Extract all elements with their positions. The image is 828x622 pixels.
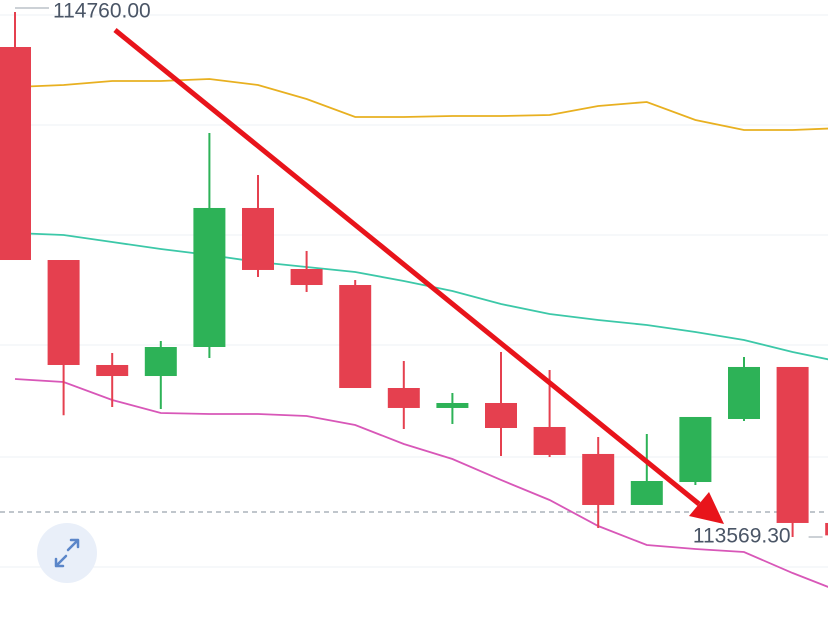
annotation-label: 113569.30: [693, 525, 791, 548]
candle-body: [339, 285, 372, 389]
candle-body: [776, 366, 809, 523]
candle-body: [290, 269, 323, 286]
plot-area: [0, 11, 828, 588]
arrow-head: [689, 492, 724, 524]
band-line: [14, 378, 828, 588]
candle-body: [582, 453, 615, 505]
expand-icon[interactable]: [54, 538, 80, 568]
trend-arrow: [113, 28, 724, 524]
background-grid: [0, 14, 828, 568]
candle-body: [144, 347, 177, 377]
expand-button-bg[interactable]: [37, 523, 97, 583]
candle-body: [96, 364, 129, 377]
candle-body: [679, 416, 712, 483]
annotation-label: 114760.00: [53, 0, 151, 23]
candle-body: [47, 260, 80, 365]
band-line: [14, 232, 828, 361]
candle-body: [242, 207, 274, 270]
candle-body: [193, 207, 226, 348]
candle-body: [436, 402, 469, 408]
band-line: [14, 78, 828, 131]
candle-body: [533, 426, 566, 455]
candle-body: [630, 480, 663, 505]
candle-body: [728, 366, 760, 420]
candle-body: [485, 402, 517, 428]
candle-body: [0, 47, 31, 261]
expand-button[interactable]: [37, 523, 97, 583]
candle-body: [825, 522, 828, 536]
arrow-shaft: [113, 28, 701, 506]
candle-body: [387, 388, 420, 408]
